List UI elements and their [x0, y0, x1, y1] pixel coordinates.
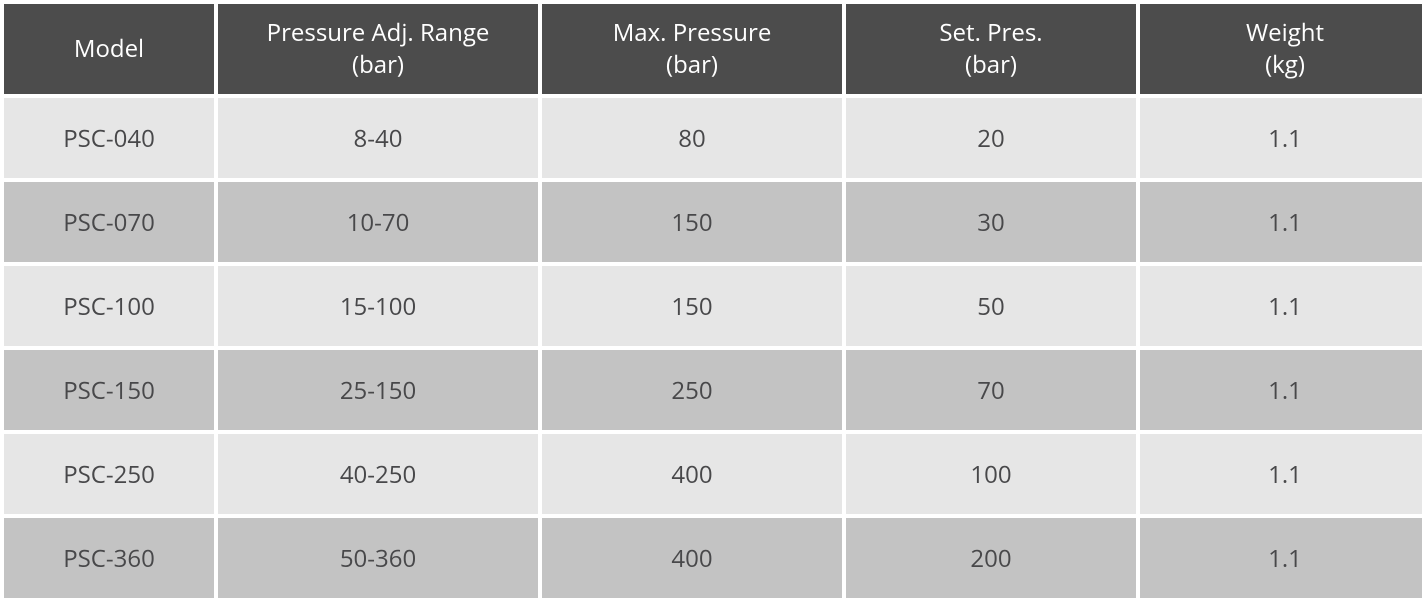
- header-max-pressure: Max. Pressure (bar): [542, 4, 842, 94]
- table-cell: 25-150: [218, 350, 538, 430]
- table-cell: 40-250: [218, 434, 538, 514]
- table-cell: 200: [846, 518, 1136, 598]
- table-cell: PSC-150: [4, 350, 214, 430]
- spec-table: Model Pressure Adj. Range (bar) Max. Pre…: [0, 0, 1422, 602]
- table-cell: 15-100: [218, 266, 538, 346]
- table-cell: 150: [542, 266, 842, 346]
- header-weight: Weight (kg): [1140, 4, 1422, 94]
- table-cell: PSC-040: [4, 98, 214, 178]
- header-sublabel: (bar): [666, 48, 718, 81]
- table-cell: PSC-250: [4, 434, 214, 514]
- header-label: Pressure Adj. Range: [267, 16, 490, 49]
- table-cell: 150: [542, 182, 842, 262]
- table-cell: 250: [542, 350, 842, 430]
- table-cell: 400: [542, 518, 842, 598]
- table-row: PSC-07010-70150301.1: [4, 182, 1422, 262]
- table-cell: 10-70: [218, 182, 538, 262]
- table-cell: 50-360: [218, 518, 538, 598]
- header-label: Weight: [1246, 16, 1324, 49]
- table-cell: 1.1: [1140, 266, 1422, 346]
- table-row: PSC-36050-3604002001.1: [4, 518, 1422, 598]
- table-cell: 30: [846, 182, 1136, 262]
- table-row: PSC-15025-150250701.1: [4, 350, 1422, 430]
- table-cell: 80: [542, 98, 842, 178]
- table-cell: PSC-100: [4, 266, 214, 346]
- header-sublabel: (kg): [1265, 48, 1305, 81]
- header-sublabel: (bar): [352, 48, 404, 81]
- table-cell: PSC-070: [4, 182, 214, 262]
- table-row: PSC-10015-100150501.1: [4, 266, 1422, 346]
- table-cell: 70: [846, 350, 1136, 430]
- table-cell: 1.1: [1140, 434, 1422, 514]
- header-set-pres: Set. Pres. (bar): [846, 4, 1136, 94]
- table-body: PSC-0408-4080201.1PSC-07010-70150301.1PS…: [4, 98, 1422, 598]
- table-cell: 1.1: [1140, 98, 1422, 178]
- header-model: Model: [4, 4, 214, 94]
- table-cell: 1.1: [1140, 182, 1422, 262]
- table-cell: 100: [846, 434, 1136, 514]
- header-adj-range: Pressure Adj. Range (bar): [218, 4, 538, 94]
- table-cell: PSC-360: [4, 518, 214, 598]
- table-cell: 400: [542, 434, 842, 514]
- header-row: Model Pressure Adj. Range (bar) Max. Pre…: [4, 4, 1422, 94]
- table-cell: 8-40: [218, 98, 538, 178]
- header-sublabel: (bar): [965, 48, 1017, 81]
- header-label: Model: [74, 32, 144, 65]
- table-cell: 20: [846, 98, 1136, 178]
- header-label: Set. Pres.: [939, 16, 1042, 49]
- table-cell: 1.1: [1140, 518, 1422, 598]
- header-label: Max. Pressure: [613, 16, 772, 49]
- table-cell: 1.1: [1140, 350, 1422, 430]
- table-row: PSC-0408-4080201.1: [4, 98, 1422, 178]
- table-cell: 50: [846, 266, 1136, 346]
- table-row: PSC-25040-2504001001.1: [4, 434, 1422, 514]
